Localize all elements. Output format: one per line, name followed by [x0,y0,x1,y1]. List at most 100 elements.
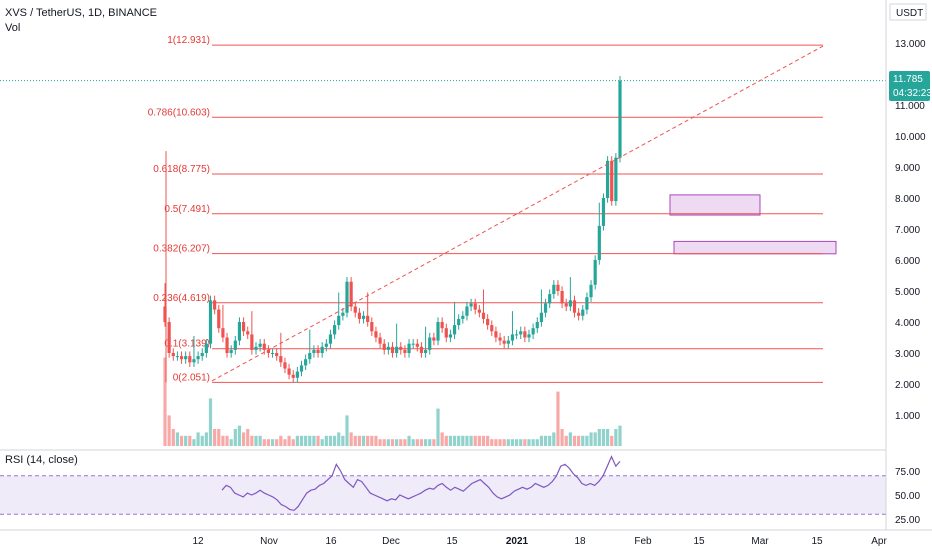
rsi-tick-label: 75.00 [895,467,920,478]
volume-bar [287,435,291,446]
volume-bar [548,435,552,446]
candle-body [361,315,366,319]
volume-bar [618,425,622,446]
candle-body [374,331,378,338]
volume-bar [572,435,577,446]
volume-bar [353,435,357,446]
rsi-line [221,455,621,512]
fib-level-label: 0.786(10.603) [148,107,210,118]
candle-body [332,325,337,335]
volume-bar [246,429,250,446]
volume-bar [279,435,283,446]
time-tick-label: 16 [325,536,337,547]
volume-bar [386,439,390,446]
candle-body [535,322,539,329]
volume-bar [320,439,324,446]
candle-body [461,315,465,319]
volume-bar [597,429,601,446]
rsi-label: RSI (14, close) [5,454,78,466]
candle-body [279,356,283,363]
candle-body [556,284,560,291]
candle-body [498,337,502,341]
time-tick-label: 15 [811,536,823,547]
volume-bar [428,439,432,446]
currency-selector[interactable] [889,3,927,21]
volume-bar [535,439,539,446]
volume-bar [167,415,171,446]
volume-bar [382,439,386,446]
candle-body [308,353,312,360]
candle-body [221,328,225,338]
candle-body [597,225,601,260]
price-tick-label: 6.000 [895,256,920,267]
volume-bar [436,408,440,446]
volume-bar [411,439,415,446]
candle-body [349,281,353,307]
fib-zone-box [669,194,761,216]
candle-body [382,343,386,350]
candle-body [204,343,208,353]
candle-body [564,303,568,307]
volume-bar [461,435,465,446]
volume-bar [486,435,490,446]
volume-bar [502,439,506,446]
candle-body [291,374,295,378]
volume-bar [390,439,395,446]
volume-bar [432,439,436,446]
price-badge-countdown: 04:32:23 [893,88,932,99]
volume-bar [490,439,494,446]
candle-body [233,340,237,350]
fib-retracement[interactable]: 1(12.931) 0.786(10.603) 0.618(8.775) 0.5(7.… [0,35,886,383]
candle-body [605,160,610,198]
currency-label[interactable]: USDT [896,8,923,19]
volume-bar [477,435,481,446]
candle-body [258,343,262,347]
candle-body [196,356,200,360]
candle-body [184,356,188,360]
volume-bar [188,435,192,446]
rsi-tick-label: 25.00 [895,515,920,526]
candle-body [341,312,345,316]
candle-body [457,318,461,326]
volume-bar [316,435,320,446]
candle-body [593,260,597,285]
volume-bar [473,435,477,446]
candle-body [241,322,246,332]
candle-body [229,349,233,353]
fib-zones[interactable] [669,194,837,255]
time-tick-label: Nov [260,536,278,547]
candle-body [328,334,333,344]
time-tick-label: Mar [751,536,769,547]
fib-level-label: 0.236(4.619) [153,293,210,304]
volume-bar [568,432,572,446]
volume-bar [444,435,448,446]
volume-bar [564,435,568,446]
volume-label: Vol [5,22,20,34]
volume-bar [593,432,597,446]
volume-bar [581,435,585,446]
volume-bar [552,432,556,446]
volume-bar [510,439,515,446]
candle-body [428,337,432,350]
volume-bar [395,439,399,446]
volume-bar [577,435,581,446]
candle-body [357,312,362,319]
candle-body [175,356,180,358]
candle-body [246,331,250,335]
volume-bar [328,435,333,446]
volume-bar [370,435,374,446]
time-tick-label: 15 [446,536,458,547]
candle-body [469,303,473,307]
candle-body [217,309,221,329]
volume-bar [204,432,208,446]
time-tick-label: 18 [574,536,586,547]
candle-body [283,362,287,369]
volume-bar [452,435,457,446]
volume-bar [514,439,519,446]
volume-bar [399,439,403,446]
time-tick-label: Dec [382,536,400,547]
candle-body [572,300,577,313]
volume-bar [324,435,328,446]
price-tick-label: 9.000 [895,163,920,174]
